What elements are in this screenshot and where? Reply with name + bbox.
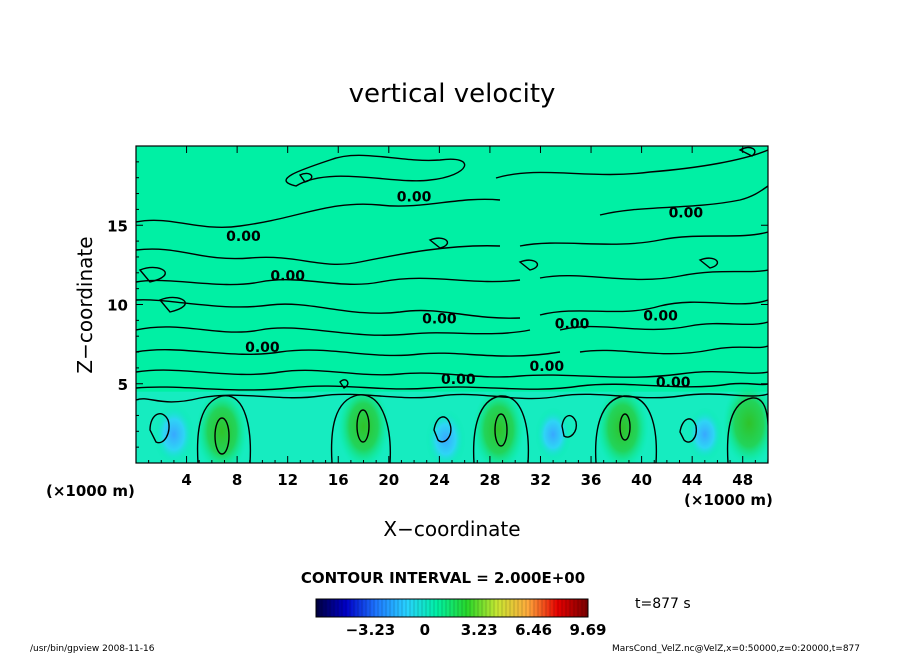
contour-label: 0.00 (656, 375, 691, 391)
y-axis-label: Z−coordinate (73, 236, 97, 373)
contour-line (158, 296, 186, 313)
downdraft-core (535, 407, 572, 462)
y-tick-label: 15 (107, 217, 128, 235)
contour-lines (136, 146, 768, 463)
chart-title: vertical velocity (349, 79, 556, 109)
y-tick-label: 5 (118, 376, 128, 394)
x-tick-label: 24 (429, 471, 450, 489)
contour-line (136, 245, 501, 265)
footer-right: MarsCond_VelZ.nc@VelZ,x=0:50000,z=0:2000… (612, 644, 860, 654)
field-layer (136, 381, 768, 463)
contour-label: 0.00 (555, 316, 590, 332)
x-axis-label: X−coordinate (383, 517, 520, 541)
updraft-core (596, 386, 649, 463)
x-tick-label: 16 (328, 471, 349, 489)
downdraft-core (686, 407, 723, 462)
contour-line (136, 198, 501, 228)
colorbar-tick-label: 3.23 (461, 621, 498, 639)
contour-label: 0.00 (669, 205, 704, 221)
y-axis-ticks: 5 10 15 (107, 161, 768, 448)
x-tick-label: 4 (181, 471, 191, 489)
contour-label: 0.00 (643, 308, 678, 324)
y-tick-label: 10 (107, 297, 128, 315)
contour-line (539, 269, 768, 281)
x-tick-label: 20 (378, 471, 399, 489)
contour-line (285, 154, 466, 187)
updraft-core (337, 384, 390, 463)
contour-line (428, 237, 449, 249)
contour-line (136, 369, 768, 378)
contour-line (214, 417, 230, 455)
x-axis-ticks: 4 8 12 16 20 24 28 32 36 40 44 48 (148, 146, 756, 489)
contour-label: 0.00 (270, 269, 305, 285)
contour-label: 0.00 (397, 189, 432, 205)
contour-line (559, 321, 768, 331)
contour-label: 0.00 (530, 359, 565, 375)
contour-line (330, 394, 391, 463)
x-tick-label: 32 (530, 471, 551, 489)
contour-line (539, 299, 768, 316)
contour-line (518, 259, 539, 271)
contour-line (698, 257, 719, 269)
colorbar-fill (316, 599, 588, 617)
time-label: t=877 s (635, 596, 691, 612)
x-tick-label: 12 (277, 471, 298, 489)
x-tick-label: 8 (232, 471, 242, 489)
downdraft-core (153, 403, 195, 463)
contour-line (519, 231, 768, 247)
contour-line (561, 415, 578, 438)
contour-line (196, 395, 252, 463)
colorbar-tick-label: −3.23 (346, 621, 396, 639)
contour-line (495, 149, 768, 179)
contour-line (472, 395, 530, 463)
contour-label: 0.00 (226, 229, 261, 245)
contour-line (138, 266, 166, 283)
contour-line (579, 345, 768, 355)
colorbar (315, 598, 589, 618)
contour-line (339, 379, 349, 389)
contour-line (594, 395, 658, 463)
contour-line (136, 326, 531, 336)
contour-line (494, 413, 508, 447)
contour-line (726, 397, 768, 463)
contour-labels: 0.00 0.00 0.00 0.00 0.00 0.00 0.00 0.00 0.00 0.00… (226, 189, 703, 390)
contour-label: 0.00 (422, 312, 457, 328)
colorbar-tick-label: 9.69 (569, 621, 606, 639)
contour-line (679, 418, 698, 443)
updraft-core (472, 387, 525, 463)
y-axis-unit: (×1000 m) (46, 482, 135, 500)
contour-line (136, 299, 521, 319)
contour-line (599, 185, 768, 216)
contour-label: 0.00 (441, 372, 476, 388)
x-axis-unit: (×1000 m) (684, 491, 773, 509)
updraft-core (723, 381, 768, 463)
contour-line (136, 277, 521, 286)
x-tick-label: 36 (581, 471, 602, 489)
contour-label: 0.00 (245, 340, 280, 356)
contour-interval: CONTOUR INTERVAL = 2.000E+00 (301, 569, 585, 587)
contour-line (298, 172, 313, 183)
colorbar-tick-label: 6.46 (515, 621, 552, 639)
x-tick-label: 28 (479, 471, 500, 489)
contour-line (356, 409, 370, 443)
colorbar-ticks: −3.23 0 3.23 6.46 9.69 (346, 621, 607, 639)
contour-line (619, 413, 631, 441)
contour-line (433, 416, 452, 443)
contour-line (136, 349, 561, 357)
contour-line (136, 393, 768, 403)
x-tick-label: 40 (631, 471, 652, 489)
updraft-core (195, 389, 248, 463)
footer-left: /usr/bin/gpview 2008-11-16 (30, 644, 155, 654)
contour-line (136, 382, 768, 391)
x-tick-label: 48 (732, 471, 753, 489)
colorbar-tick-label: 0 (420, 621, 430, 639)
contour-line (149, 412, 170, 444)
colorbar-frame (315, 598, 589, 618)
x-tick-label: 44 (682, 471, 703, 489)
